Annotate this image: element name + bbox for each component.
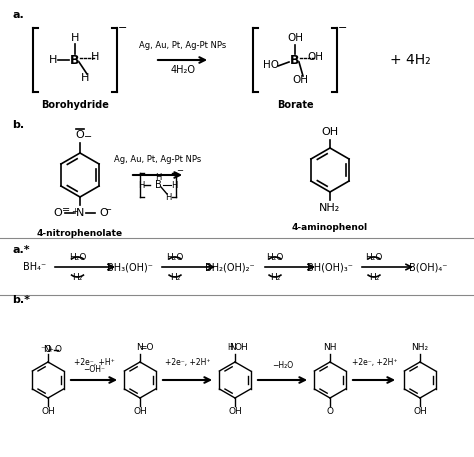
Text: Borate: Borate (277, 100, 313, 110)
Text: H: H (81, 73, 89, 83)
Text: BH(OH)₃⁻: BH(OH)₃⁻ (307, 262, 353, 272)
Text: NH: NH (323, 344, 337, 352)
Text: OH: OH (321, 127, 338, 137)
Text: O: O (55, 345, 62, 355)
Text: B: B (290, 53, 300, 67)
Text: HO: HO (263, 60, 279, 70)
Text: N: N (76, 208, 84, 218)
Text: O: O (100, 208, 109, 218)
Text: H₂O: H₂O (365, 254, 383, 262)
Text: ⁻O: ⁻O (40, 345, 52, 355)
Text: a.: a. (12, 10, 24, 20)
Text: Ag, Au, Pt, Ag-Pt NPs: Ag, Au, Pt, Ag-Pt NPs (114, 155, 201, 165)
Text: BH₄⁻: BH₄⁻ (23, 262, 46, 272)
Text: OH: OH (133, 408, 147, 416)
Text: H₂: H₂ (270, 273, 280, 282)
Text: H: H (165, 192, 171, 202)
Text: B(OH)₄⁻: B(OH)₄⁻ (409, 262, 447, 272)
Text: B: B (155, 180, 161, 190)
Text: O: O (327, 408, 334, 416)
Text: OH: OH (307, 52, 323, 62)
Text: +: + (47, 347, 53, 353)
Text: Borohydride: Borohydride (41, 100, 109, 110)
Text: H: H (171, 181, 177, 190)
Text: N: N (229, 344, 237, 352)
Text: =O: =O (139, 344, 153, 352)
Text: H: H (91, 52, 99, 62)
Text: −: − (104, 206, 111, 214)
Text: N: N (43, 345, 49, 355)
Text: H: H (227, 344, 233, 352)
Text: +: + (72, 207, 78, 216)
Text: H: H (155, 172, 161, 181)
Text: B: B (70, 53, 80, 67)
Text: 4-nitrophenolate: 4-nitrophenolate (37, 228, 123, 238)
Text: BH₃(OH)⁻: BH₃(OH)⁻ (107, 262, 153, 272)
Text: H₂O: H₂O (166, 254, 184, 262)
Text: Ag, Au, Pt, Ag-Pt NPs: Ag, Au, Pt, Ag-Pt NPs (139, 42, 227, 51)
Text: OH: OH (413, 408, 427, 416)
Text: H₂: H₂ (170, 273, 180, 282)
Text: OH: OH (292, 75, 308, 85)
Text: +2e⁻, +H⁺: +2e⁻, +H⁺ (73, 357, 114, 367)
Text: H₂: H₂ (369, 273, 379, 282)
Text: OH: OH (234, 344, 248, 352)
Text: H: H (138, 181, 144, 190)
Text: =: = (62, 205, 70, 215)
Text: OH: OH (287, 33, 303, 43)
Text: O: O (54, 208, 63, 218)
Text: + 4H₂: + 4H₂ (390, 53, 430, 67)
Text: 4H₂O: 4H₂O (171, 65, 195, 75)
Text: −: − (176, 166, 183, 175)
Text: −H₂O: −H₂O (272, 361, 293, 371)
Text: N: N (137, 344, 143, 352)
Text: H: H (71, 33, 79, 43)
Text: OH: OH (41, 408, 55, 416)
Text: +2e⁻, +2H⁺: +2e⁻, +2H⁺ (165, 357, 210, 367)
Text: 4-aminophenol: 4-aminophenol (292, 223, 368, 233)
Text: NH₂: NH₂ (411, 344, 428, 352)
Text: OH: OH (228, 408, 242, 416)
Text: b.*: b.* (12, 295, 30, 305)
Text: −: − (84, 132, 92, 142)
Text: +2e⁻, +2H⁺: +2e⁻, +2H⁺ (352, 357, 398, 367)
Text: BH₂(OH)₂⁻: BH₂(OH)₂⁻ (205, 262, 255, 272)
Text: H₂O: H₂O (69, 254, 86, 262)
Text: H: H (49, 55, 57, 65)
Text: −: − (118, 23, 128, 33)
Text: NH₂: NH₂ (319, 203, 341, 213)
Text: b.: b. (12, 120, 24, 130)
Text: −: − (338, 23, 348, 33)
Text: O: O (76, 130, 84, 140)
Text: a.*: a.* (12, 245, 30, 255)
Text: −OH⁻: −OH⁻ (83, 366, 105, 374)
Text: H₂: H₂ (73, 273, 82, 282)
Text: H₂O: H₂O (266, 254, 283, 262)
